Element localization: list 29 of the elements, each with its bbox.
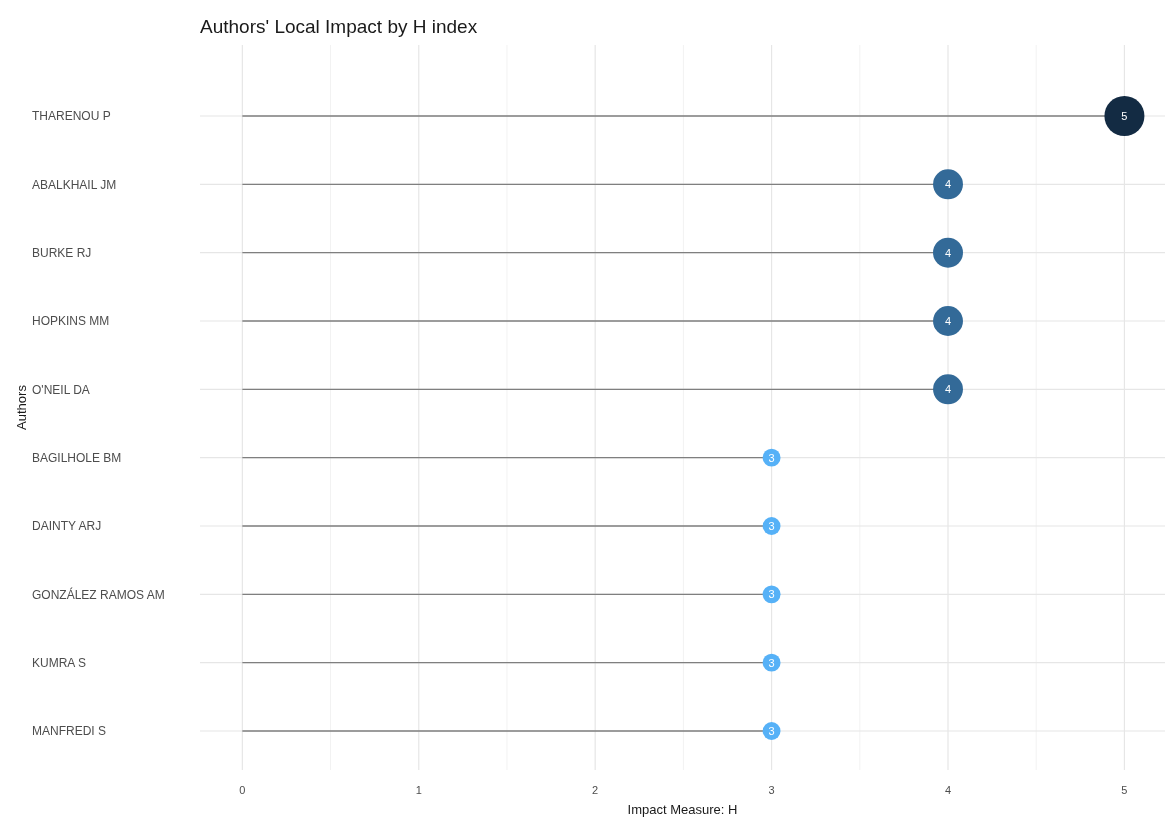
y-tick-label: ABALKHAIL JM <box>32 177 117 192</box>
data-label: 3 <box>768 519 775 532</box>
data-label: 3 <box>768 451 775 464</box>
x-tick-label: 4 <box>944 784 952 796</box>
x-tick-label: 1 <box>415 784 422 796</box>
data-label: 3 <box>768 588 775 601</box>
data-label: 4 <box>944 246 952 259</box>
y-tick-label: BAGILHOLE BM <box>32 450 122 465</box>
y-tick-label: O'NEIL DA <box>32 382 90 397</box>
x-tick-label: 0 <box>239 784 246 796</box>
y-tick-label: BURKE RJ <box>32 245 92 260</box>
data-label: 4 <box>944 178 952 191</box>
x-axis-title: Impact Measure: H <box>627 802 738 817</box>
y-tick-label: DAINTY ARJ <box>32 519 102 534</box>
y-tick-label: MANFREDI S <box>32 724 107 739</box>
chart-title: Authors' Local Impact by H index <box>200 16 478 37</box>
y-tick-label: KUMRA S <box>32 655 87 670</box>
data-label: 3 <box>768 656 775 669</box>
data-label: 3 <box>768 724 775 737</box>
x-tick-label: 5 <box>1121 784 1128 796</box>
y-tick-label: THARENOU P <box>32 109 111 124</box>
x-tick-label: 2 <box>592 784 599 796</box>
y-tick-label: GONZÁLEZ RAMOS AM <box>32 586 165 602</box>
y-axis-title: Authors <box>14 384 29 430</box>
x-tick-label: 3 <box>768 784 775 796</box>
data-label: 4 <box>944 314 952 327</box>
data-label: 5 <box>1121 109 1128 122</box>
data-label: 4 <box>944 383 952 396</box>
y-tick-label: HOPKINS MM <box>32 314 110 329</box>
